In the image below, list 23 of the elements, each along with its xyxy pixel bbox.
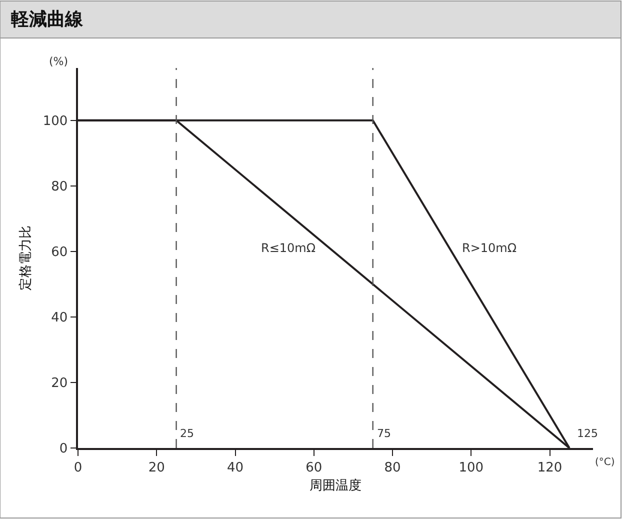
ref-line-label: 25 [180, 427, 194, 440]
x-tick-label: 100 [458, 460, 484, 476]
chart-title: 軽減曲線 [10, 9, 84, 30]
x-tick-label: 0 [74, 460, 82, 476]
y-tick-label: 60 [51, 245, 68, 260]
x-tick-label: 20 [148, 460, 165, 476]
y-tick-label: 20 [51, 376, 68, 392]
x-tick-label: 60 [306, 460, 322, 476]
text: (°C) [595, 457, 615, 468]
y-tick-label: 40 [51, 310, 68, 326]
y-tick-label: 100 [42, 114, 68, 129]
y-axis-title: 定格電力比 [18, 226, 34, 290]
y-tick-label: 0 [59, 442, 68, 457]
series-label: R≤10mΩ [261, 241, 316, 255]
text: (%) [49, 55, 68, 68]
y-tick-label: 80 [51, 179, 68, 194]
x-axis-title: 周囲温度 [310, 477, 362, 494]
x-tick-label: 40 [226, 460, 244, 476]
ref-line-label: 75 [377, 427, 391, 440]
x-tick-label: 120 [537, 460, 562, 476]
series-label: R>10mΩ [462, 241, 517, 255]
annotation: 125 [577, 427, 598, 440]
x-tick-label: 80 [384, 460, 401, 476]
